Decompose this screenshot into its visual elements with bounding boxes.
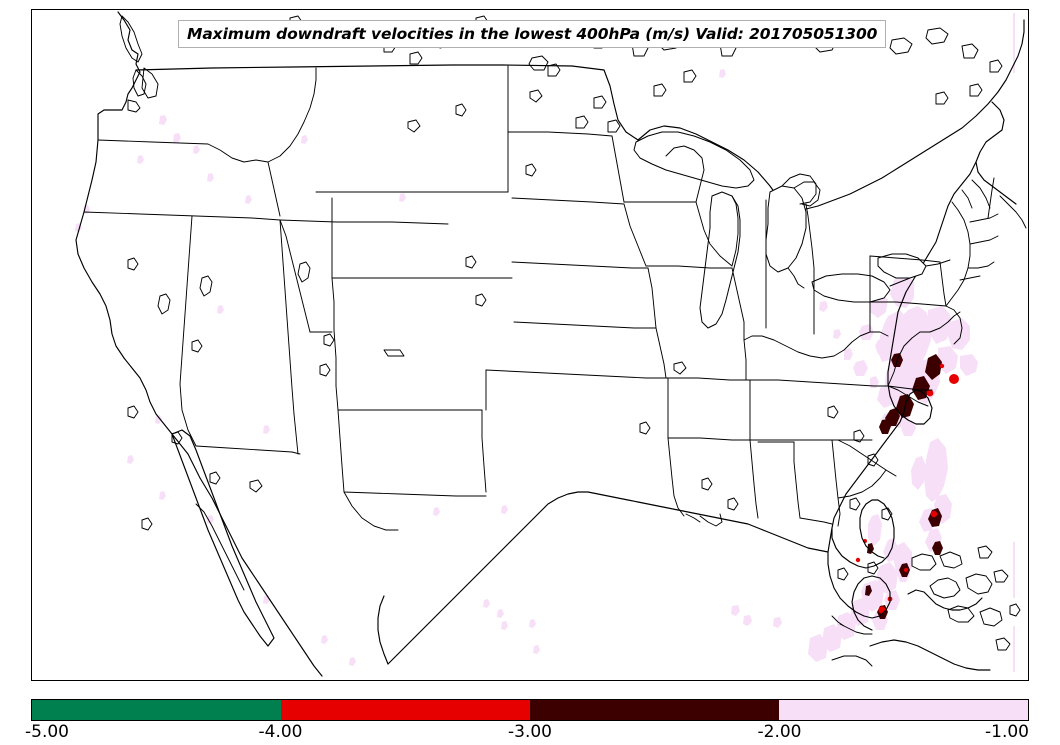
colorbar-gradient[interactable] [31, 699, 1029, 721]
chart-title-box: Maximum downdraft velocities in the lowe… [178, 20, 887, 49]
geography-outlines [75, 11, 1027, 677]
colorbar-tick-labels: -5.00 -4.00 -3.00 -2.00 -1.00 [25, 722, 1029, 744]
data-field-red [855, 363, 959, 614]
colorbar-tick-4: -1.00 [985, 722, 1029, 742]
colorbar-segment-0[interactable] [32, 700, 281, 720]
colorbar-tick-3: -2.00 [757, 722, 802, 742]
colorbar-segment-3[interactable] [779, 700, 1028, 720]
page-title: Maximum downdraft velocities in the lowe… [187, 25, 878, 43]
map-panel[interactable]: .b{fill:none;stroke:#000;stroke-width:1.… [31, 9, 1029, 681]
colorbar-tick-0: -5.00 [25, 722, 69, 742]
colorbar-tick-1: -4.00 [258, 722, 303, 742]
colorbar-segment-1[interactable] [281, 700, 530, 720]
colorbar-tick-2: -3.00 [508, 722, 552, 742]
colorbar-segment-2[interactable] [530, 700, 779, 720]
map-svg: .b{fill:none;stroke:#000;stroke-width:1.… [32, 10, 1028, 680]
colorbar[interactable] [31, 699, 1029, 721]
